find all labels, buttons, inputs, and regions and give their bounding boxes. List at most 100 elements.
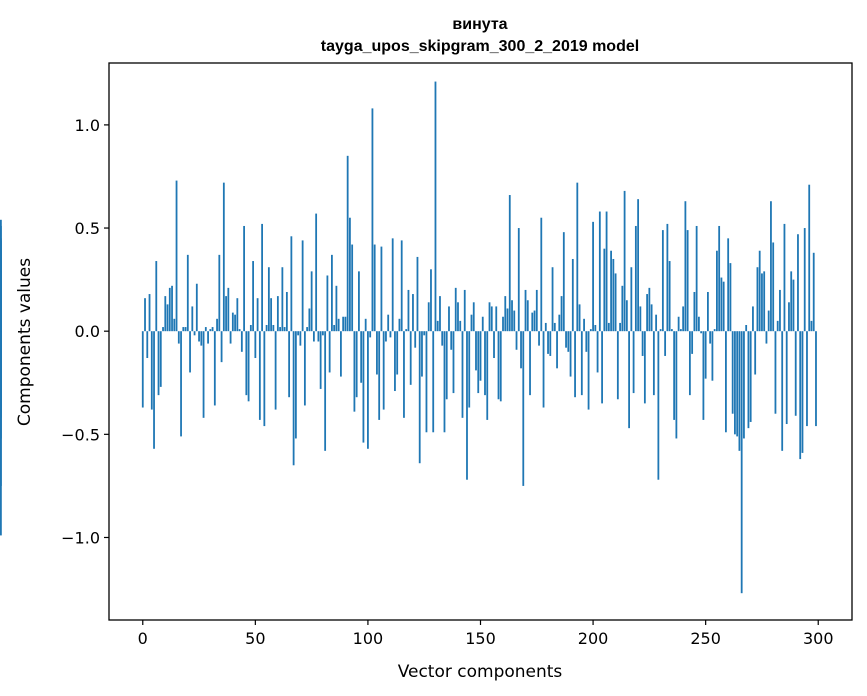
bar	[736, 331, 739, 437]
bar	[616, 331, 619, 400]
bar	[758, 250, 761, 332]
bar	[148, 294, 151, 332]
bar	[470, 314, 473, 332]
bar	[574, 331, 576, 398]
bar	[394, 331, 396, 392]
bar	[779, 289, 781, 332]
bar	[756, 267, 759, 332]
bar	[711, 331, 714, 381]
bar	[506, 308, 509, 332]
bar	[331, 254, 333, 332]
bar	[240, 331, 243, 352]
bar	[806, 331, 808, 427]
bar	[560, 296, 563, 332]
bar	[788, 302, 790, 332]
bar	[328, 331, 331, 373]
bar	[315, 213, 318, 332]
bar	[389, 331, 392, 338]
bar	[562, 232, 565, 332]
bar	[776, 320, 779, 332]
y-axis-label: Components values	[15, 258, 35, 426]
bar	[376, 331, 378, 375]
bar	[754, 331, 757, 375]
bar	[202, 331, 205, 418]
bar	[349, 217, 351, 332]
bar	[704, 331, 707, 379]
bar	[497, 331, 500, 400]
bar	[382, 331, 385, 410]
bar	[605, 211, 608, 332]
bar	[144, 298, 146, 332]
bar	[774, 331, 777, 414]
bar	[403, 331, 405, 418]
bar	[540, 217, 543, 332]
bar	[457, 302, 459, 332]
bar	[193, 331, 196, 336]
bar	[734, 331, 736, 435]
bar	[290, 236, 293, 332]
bar	[729, 263, 732, 332]
bar	[254, 331, 257, 359]
bar	[222, 182, 225, 332]
y-tick-label: 1.0	[75, 116, 100, 135]
bar	[657, 331, 660, 480]
bars-group	[0, 81, 817, 594]
bar	[783, 223, 786, 332]
bar	[522, 331, 525, 486]
bar	[218, 254, 221, 332]
bar	[493, 331, 495, 359]
bar	[182, 327, 185, 332]
bar	[677, 316, 680, 332]
bar	[141, 331, 144, 408]
bar	[468, 331, 471, 408]
bar	[252, 261, 254, 332]
bar	[749, 331, 752, 422]
bar	[270, 298, 273, 332]
bar	[520, 331, 522, 369]
bar	[761, 273, 763, 332]
bar	[276, 296, 279, 332]
bar	[407, 289, 410, 332]
bar	[434, 81, 437, 332]
bar	[396, 331, 399, 375]
bar	[713, 329, 716, 332]
bar	[200, 331, 203, 346]
bar	[718, 225, 721, 332]
bar	[752, 306, 754, 332]
bar	[801, 331, 804, 453]
x-tick-label: 100	[353, 629, 384, 648]
bar	[511, 300, 513, 332]
bar	[641, 331, 644, 356]
bar	[351, 244, 354, 332]
bar	[499, 331, 502, 402]
bar	[326, 275, 329, 332]
bar	[229, 331, 232, 344]
bar	[799, 331, 802, 460]
bar	[587, 331, 590, 410]
bar	[159, 331, 162, 387]
bar	[781, 331, 784, 451]
bar	[513, 310, 516, 332]
bar	[808, 184, 811, 332]
bar	[418, 331, 421, 464]
bar	[155, 261, 158, 332]
bar	[317, 331, 320, 342]
bar	[333, 325, 336, 332]
bar	[648, 287, 651, 332]
bar	[362, 331, 365, 443]
bar	[299, 331, 302, 346]
bar	[321, 331, 324, 336]
x-tick-label: 250	[690, 629, 721, 648]
bar	[790, 271, 793, 332]
bar	[387, 314, 390, 332]
bar	[180, 331, 182, 437]
bar	[367, 331, 369, 449]
bar	[439, 296, 441, 332]
bar	[335, 285, 338, 332]
bar	[650, 304, 653, 332]
bar	[391, 238, 394, 332]
bar	[601, 331, 603, 404]
x-tick-label: 300	[803, 629, 834, 648]
bar	[484, 331, 486, 396]
bar	[508, 195, 511, 332]
